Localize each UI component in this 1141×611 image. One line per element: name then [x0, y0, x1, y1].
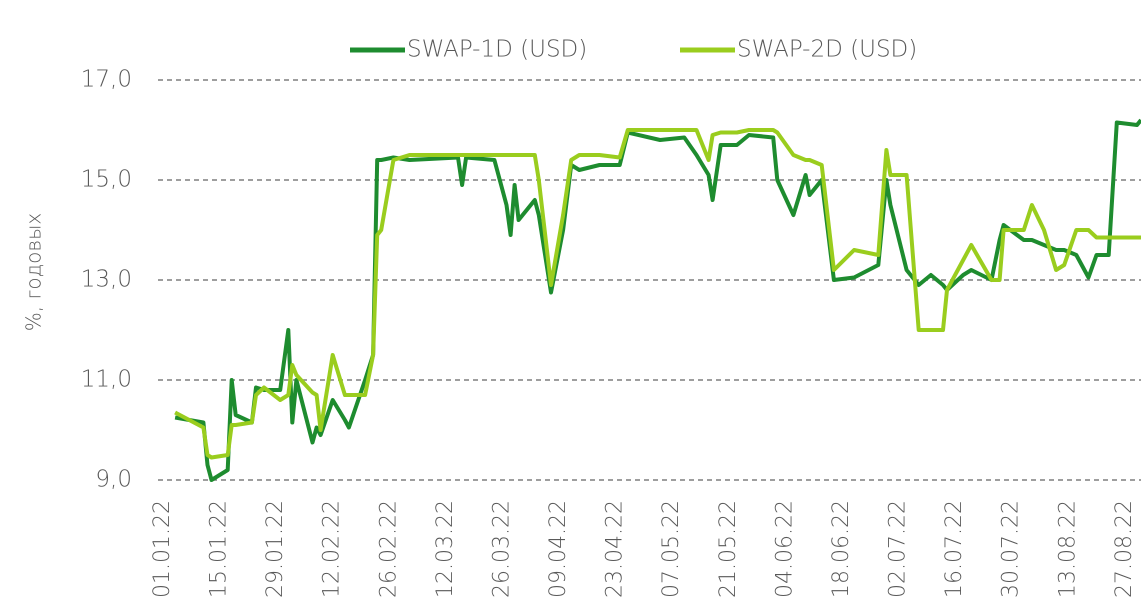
y-tick-label: 9,0 [95, 467, 132, 493]
y-axis-label: %, годовых [22, 213, 46, 331]
x-tick-label: 29.01.22 [263, 500, 288, 598]
x-tick-label: 12.02.22 [320, 500, 345, 598]
x-tick-label: 26.02.22 [376, 500, 401, 598]
x-tick-label: 27.08.22 [1112, 500, 1137, 598]
x-tick-label: 13.08.22 [1055, 500, 1080, 598]
x-tick-label: 16.07.22 [942, 500, 967, 598]
x-tick-label: 15.01.22 [207, 500, 232, 598]
x-tick-label: 23.04.22 [603, 500, 628, 598]
y-tick-label: 15,0 [81, 167, 132, 193]
x-tick-label: 01.01.22 [150, 500, 175, 598]
y-tick-label: 17,0 [81, 67, 132, 93]
x-tick-label: 04.06.22 [772, 500, 797, 598]
x-tick-label: 09.04.22 [546, 500, 571, 598]
legend-label: SWAP-1D (USD) [407, 37, 587, 63]
x-tick-label: 02.07.22 [886, 500, 911, 598]
legend-label: SWAP-2D (USD) [737, 37, 917, 63]
x-tick-label: 26.03.22 [489, 500, 514, 598]
x-tick-label: 18.06.22 [829, 500, 854, 598]
x-tick-label: 30.07.22 [999, 500, 1024, 598]
y-tick-label: 13,0 [81, 267, 132, 293]
x-tick-label: 07.05.22 [659, 500, 684, 598]
x-tick-label: 21.05.22 [716, 500, 741, 598]
series-line [174, 128, 1141, 460]
y-tick-label: 11,0 [81, 367, 132, 393]
x-tick-label: 12.03.22 [433, 500, 458, 598]
